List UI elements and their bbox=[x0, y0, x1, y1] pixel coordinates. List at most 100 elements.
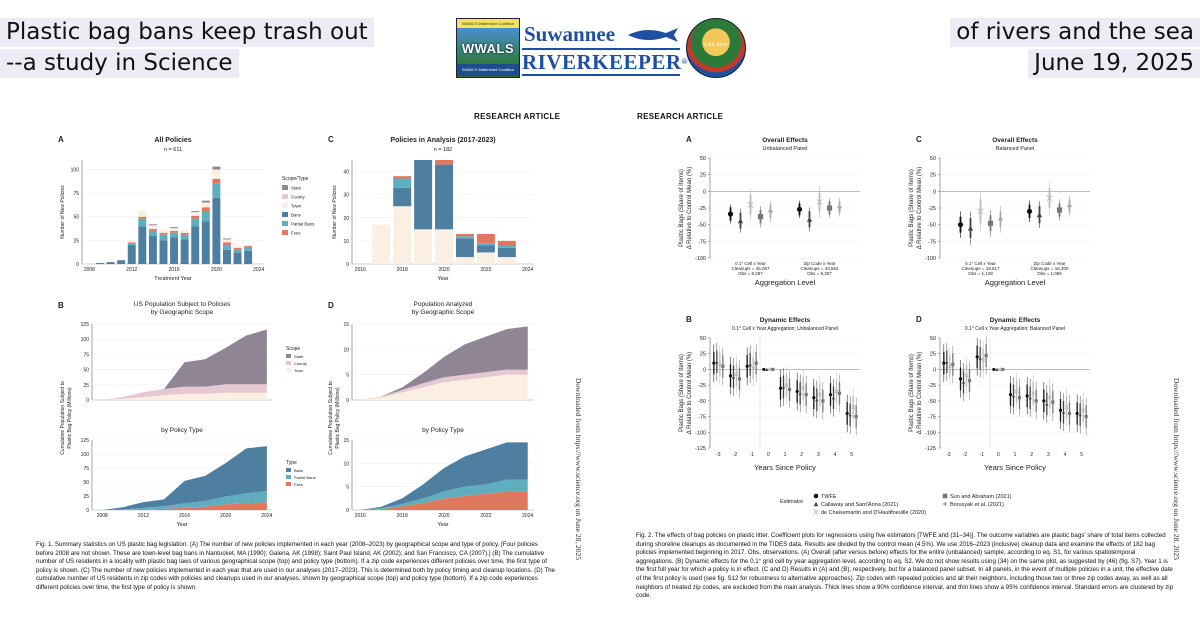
panel-a-bar-segment bbox=[233, 246, 242, 248]
fig2-panel-b-point bbox=[734, 372, 739, 377]
panel-b-bottom-xtick-label: 2020 bbox=[220, 513, 231, 519]
fig2-panel-c-category-label: Obs = 1,056 bbox=[1037, 271, 1062, 276]
panel-b-top-ytick-label: 25 bbox=[83, 383, 89, 389]
fig2-panel-c-point bbox=[1056, 207, 1063, 213]
fig2-panel-a-point bbox=[806, 216, 813, 222]
panel-c-title: Policies in Analysis (2017-2023) bbox=[390, 137, 495, 144]
fig2-panel-a-category-label: Obs = 9,307 bbox=[807, 271, 832, 276]
wwals-logo: WWALS Watershed Coalition WWALS WWALS Wa… bbox=[456, 18, 520, 78]
panel-d-xlabel: Year bbox=[437, 522, 448, 528]
panel-a-legend-swatch bbox=[282, 203, 288, 208]
panel-a-legend-swatch bbox=[282, 221, 288, 226]
panel-d-bottom-ytick-label: 10 bbox=[343, 461, 349, 467]
panel-a-bar-segment bbox=[244, 246, 253, 248]
panel-a-bar-segment bbox=[244, 245, 253, 247]
fig2-panel-a-ylabel-line2: Δ Relative to Control Mean (%) bbox=[687, 167, 693, 249]
fig2-panel-d-point bbox=[1078, 413, 1082, 417]
panel-a-legend-title: Scope/Type bbox=[282, 176, 309, 182]
fig2-panel-d-xtick-label: -2 bbox=[963, 452, 968, 458]
fig2-legend-label: TWFE bbox=[821, 494, 837, 500]
panel-b-title-line2: by Geographic Scope bbox=[151, 309, 214, 316]
header-left-line2: --a study in Science bbox=[0, 49, 239, 78]
fig2-panel-d-point bbox=[1045, 402, 1049, 406]
fig2-panel-b-ytick-label: -100 bbox=[695, 430, 706, 436]
panel-b-scope-legend-label: State bbox=[294, 354, 304, 359]
panel-a-bar-segment bbox=[127, 245, 136, 264]
panel-d-top-area-town bbox=[360, 374, 528, 400]
fig2-panel-b-xtick-label: 5 bbox=[850, 452, 853, 458]
panel-d-letter: D bbox=[328, 301, 334, 310]
fig2-legend-marker bbox=[942, 501, 948, 507]
fig2-panel-d-xtick-label: 2 bbox=[1030, 452, 1033, 458]
fig2-panel-b-point bbox=[848, 413, 852, 417]
fig2-panel-b-point bbox=[765, 367, 769, 372]
fig2-panel-d-point bbox=[947, 364, 952, 369]
wwals-logo-bottom-text: WWALS Watershed Coalition bbox=[457, 64, 519, 76]
downloaded-notice-left: Downloaded from https://www.science.org … bbox=[574, 378, 583, 561]
fig2-panel-b-xtick-label: -2 bbox=[733, 452, 738, 458]
panel-d-top-ytick-label: 0 bbox=[346, 398, 349, 404]
riverkeeper-name: RIVERKEEPER bbox=[522, 50, 682, 74]
panel-a-bar-segment bbox=[148, 225, 157, 230]
panel-d-title-line2: by Geographic Scope bbox=[412, 309, 475, 316]
fig2-panel-b-xtick-label: -1 bbox=[749, 452, 754, 458]
fig2-legend-label: de Chaisemartin and D'Haultfoeuille (202… bbox=[821, 510, 926, 516]
panel-a-legend-swatch bbox=[282, 212, 288, 217]
panel-a-xtick-label: 2008 bbox=[84, 267, 95, 273]
panel-a-bar-segment bbox=[117, 260, 126, 264]
fig2-panel-d-point bbox=[1084, 414, 1088, 419]
panel-a-ytick-label: 50 bbox=[73, 215, 79, 221]
fig2-panel-d-point bbox=[1025, 394, 1029, 398]
panel-c-bar-segment bbox=[455, 257, 474, 264]
fig2-panel-c-ytick-label: 0 bbox=[933, 189, 936, 195]
panel-a-legend-label: Bans bbox=[291, 213, 301, 218]
panel-b-top-area-county bbox=[102, 384, 267, 400]
panel-c-bar-segment bbox=[476, 252, 495, 264]
panel-a-bar-segment bbox=[191, 212, 200, 216]
fig2-panel-d-xtick-label: 0 bbox=[997, 452, 1000, 458]
fig2-legend-title: Estimator bbox=[780, 499, 803, 505]
fig2-panel-d-point bbox=[945, 360, 949, 364]
fig2-panel-d-ytick-label: -100 bbox=[925, 430, 936, 436]
fig2-panel-a-xlabel: Aggregation Level bbox=[755, 278, 816, 287]
fig2-panel-d-point bbox=[1031, 391, 1036, 396]
panel-a-xlabel: Treatment Year bbox=[154, 276, 192, 282]
panel-d-type-title: by Policy Type bbox=[422, 427, 464, 434]
fig2-panel-b-point bbox=[854, 414, 858, 419]
panel-b-type-title: by Policy Type bbox=[161, 427, 203, 434]
panel-b-ylabel-line1: Cumulative Population Subject to bbox=[60, 381, 66, 455]
little-river-text: Little River bbox=[704, 43, 728, 48]
panel-d-bottom-xtick-label: 2022 bbox=[480, 513, 491, 519]
fig2-panel-c-category-label: Zip Code x Year bbox=[1033, 261, 1066, 266]
panel-b-letter: B bbox=[58, 301, 64, 310]
panel-d-bottom-area-fees bbox=[360, 491, 528, 510]
panel-c-bar-segment bbox=[393, 187, 412, 207]
fig2-panel-a-ytick-label: 50 bbox=[700, 156, 706, 162]
fig2-panel-d-xtick-label: 1 bbox=[1014, 452, 1017, 458]
panel-c-ylabel: Number of New Policies bbox=[332, 185, 338, 239]
panel-c-bar-segment bbox=[414, 160, 433, 230]
fig2-panel-b-point bbox=[828, 392, 833, 397]
panel-a-bar-segment bbox=[201, 207, 210, 212]
panel-a-ytick-label: 75 bbox=[73, 191, 79, 197]
panel-c-ytick-label: 10 bbox=[343, 239, 349, 245]
panel-a-xtick-label: 2012 bbox=[126, 267, 137, 273]
fig2-panel-d-ytick-label: -75 bbox=[928, 415, 936, 421]
fig2-panel-a-category-label: Obs = 8,297 bbox=[738, 271, 763, 276]
panel-c-bar-segment bbox=[497, 257, 516, 264]
panel-a-bar-segment bbox=[222, 239, 231, 243]
fig2-panel-b-point bbox=[837, 391, 842, 395]
fig2-panel-d-ylabel-line2: Δ Relative to Control Mean (%) bbox=[917, 352, 923, 434]
panel-a-bar-segment bbox=[180, 232, 189, 235]
fig2-panel-b-ytick-label: -25 bbox=[698, 383, 706, 389]
panel-c-bar-segment bbox=[414, 229, 433, 264]
fig2-panel-d-point bbox=[961, 380, 966, 384]
panel-a-bar-segment bbox=[233, 252, 242, 264]
panel-a-bar-segment bbox=[96, 263, 104, 264]
panel-a-bar-segment bbox=[170, 237, 179, 264]
panel-c-bar-segment bbox=[497, 247, 516, 258]
panel-c-xlabel: Year bbox=[437, 276, 448, 282]
panel-a-bar-segment bbox=[159, 234, 168, 241]
fig2-panel-d-point bbox=[964, 373, 969, 378]
